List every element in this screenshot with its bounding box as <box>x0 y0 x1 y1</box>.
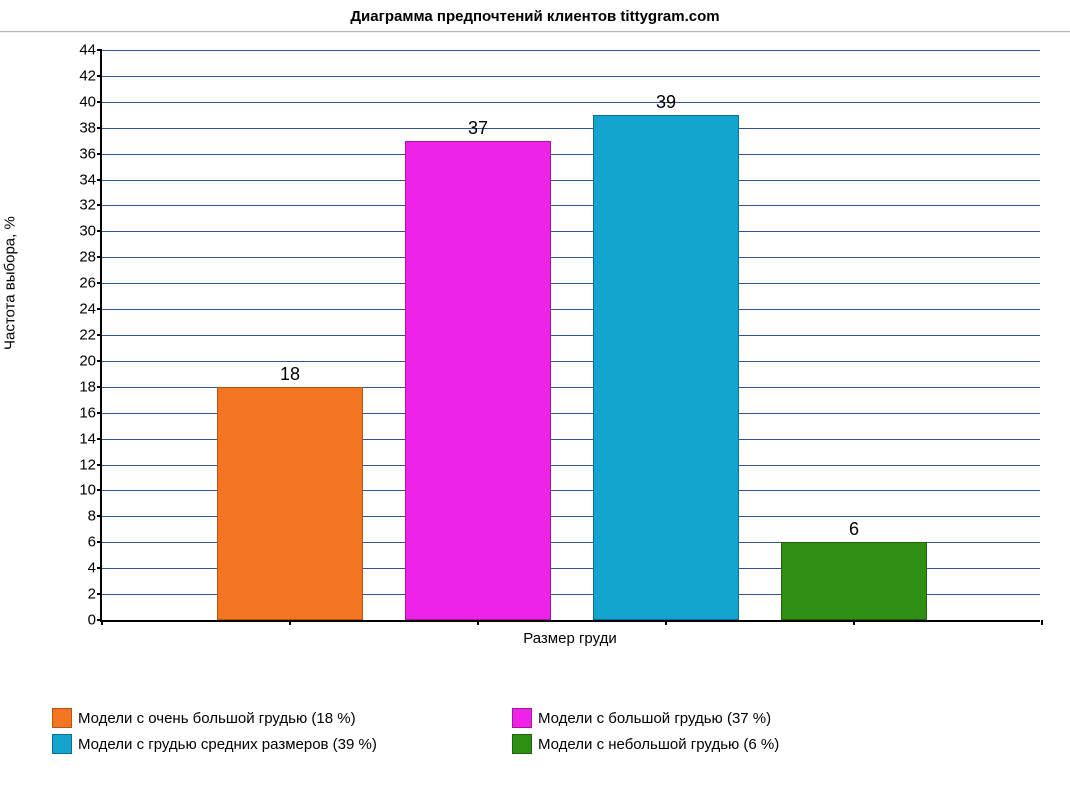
gridline <box>102 335 1040 336</box>
y-tick-label: 0 <box>88 612 96 629</box>
legend-label: Модели с большой грудью (37 %) <box>538 710 771 727</box>
y-tick-mark <box>97 256 102 258</box>
y-tick-mark <box>97 567 102 569</box>
gridline <box>102 102 1040 103</box>
legend-swatch <box>52 708 72 728</box>
gridline <box>102 309 1040 310</box>
gridline <box>102 50 1040 51</box>
bar: 18 <box>217 387 364 620</box>
y-tick-mark <box>97 153 102 155</box>
y-tick-mark <box>97 49 102 51</box>
bar-value-label: 18 <box>218 364 363 385</box>
y-tick-label: 36 <box>79 145 96 162</box>
y-tick-label: 26 <box>79 275 96 292</box>
y-tick-label: 24 <box>79 301 96 318</box>
plot-outer: Частота выбора, % 0246810121416182022242… <box>0 40 1070 670</box>
y-tick-label: 32 <box>79 197 96 214</box>
legend-swatch <box>512 708 532 728</box>
y-tick-mark <box>97 308 102 310</box>
x-axis-label: Размер груди <box>100 630 1040 647</box>
bar-value-label: 6 <box>782 519 927 540</box>
legend-item: Модели с грудью средних размеров (39 %) <box>52 734 472 754</box>
gridline <box>102 361 1040 362</box>
y-tick-label: 10 <box>79 482 96 499</box>
x-tick-mark <box>853 620 855 625</box>
y-tick-label: 18 <box>79 378 96 395</box>
y-tick-label: 28 <box>79 249 96 266</box>
y-tick-mark <box>97 334 102 336</box>
chart-container: Диаграмма предпочтений клиентов tittygra… <box>0 0 1070 796</box>
legend-item: Модели с очень большой грудью (18 %) <box>52 708 472 728</box>
legend-label: Модели с небольшой грудью (6 %) <box>538 736 779 753</box>
plot-area: 0246810121416182022242628303234363840424… <box>100 50 1040 622</box>
bar: 6 <box>781 542 928 620</box>
y-tick-mark <box>97 127 102 129</box>
y-tick-label: 30 <box>79 223 96 240</box>
y-tick-mark <box>97 386 102 388</box>
y-tick-mark <box>97 438 102 440</box>
gridline <box>102 154 1040 155</box>
gridline <box>102 231 1040 232</box>
bar: 37 <box>405 141 552 620</box>
y-tick-label: 42 <box>79 67 96 84</box>
x-tick-mark <box>1041 620 1043 625</box>
gridline <box>102 257 1040 258</box>
y-tick-label: 12 <box>79 456 96 473</box>
y-tick-mark <box>97 179 102 181</box>
x-tick-mark <box>101 620 103 625</box>
y-tick-mark <box>97 412 102 414</box>
y-tick-label: 14 <box>79 430 96 447</box>
y-tick-mark <box>97 75 102 77</box>
y-tick-label: 40 <box>79 93 96 110</box>
y-tick-mark <box>97 282 102 284</box>
x-tick-mark <box>289 620 291 625</box>
y-tick-label: 20 <box>79 352 96 369</box>
y-tick-mark <box>97 515 102 517</box>
y-tick-label: 44 <box>79 42 96 59</box>
legend-item: Модели с небольшой грудью (6 %) <box>512 734 932 754</box>
legend-swatch <box>512 734 532 754</box>
x-tick-mark <box>665 620 667 625</box>
y-tick-label: 38 <box>79 119 96 136</box>
legend-swatch <box>52 734 72 754</box>
bar: 39 <box>593 115 740 620</box>
gridline <box>102 128 1040 129</box>
y-tick-label: 8 <box>88 508 96 525</box>
y-tick-label: 4 <box>88 560 96 577</box>
bar-value-label: 39 <box>594 92 739 113</box>
gridline <box>102 76 1040 77</box>
y-tick-mark <box>97 360 102 362</box>
bar-value-label: 37 <box>406 118 551 139</box>
x-tick-mark <box>477 620 479 625</box>
chart-title: Диаграмма предпочтений клиентов tittygra… <box>0 0 1070 32</box>
gridline <box>102 180 1040 181</box>
y-tick-mark <box>97 230 102 232</box>
legend-label: Модели с грудью средних размеров (39 %) <box>78 736 377 753</box>
y-tick-label: 16 <box>79 404 96 421</box>
y-tick-label: 34 <box>79 171 96 188</box>
y-axis-label: Частота выбора, % <box>2 216 19 350</box>
y-tick-mark <box>97 489 102 491</box>
y-tick-mark <box>97 541 102 543</box>
legend: Модели с очень большой грудью (18 %) Моде… <box>52 708 1032 760</box>
legend-item: Модели с большой грудью (37 %) <box>512 708 932 728</box>
gridline <box>102 283 1040 284</box>
y-tick-label: 6 <box>88 534 96 551</box>
gridline <box>102 205 1040 206</box>
y-tick-mark <box>97 101 102 103</box>
y-tick-mark <box>97 464 102 466</box>
y-tick-label: 2 <box>88 586 96 603</box>
y-tick-mark <box>97 593 102 595</box>
y-tick-mark <box>97 204 102 206</box>
legend-label: Модели с очень большой грудью (18 %) <box>78 710 356 727</box>
y-tick-label: 22 <box>79 327 96 344</box>
